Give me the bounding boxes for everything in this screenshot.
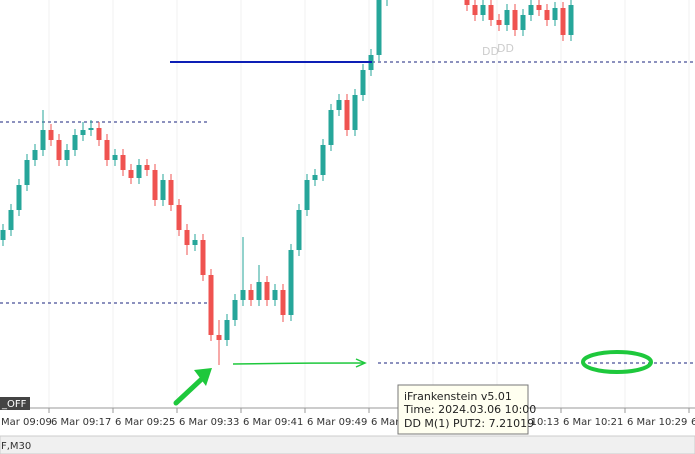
x-tick-label: 6 Mar 09:41 [243, 417, 303, 428]
candle-body [280, 290, 286, 315]
candle-body [568, 5, 574, 35]
tooltip-line: Time: 2024.03.06 10:00 [403, 403, 536, 416]
candle-body [248, 290, 254, 300]
candle-body [120, 155, 126, 170]
candle-body [288, 250, 294, 315]
candle-body [480, 5, 486, 15]
candle-body [48, 130, 54, 140]
candle-body [488, 5, 494, 20]
candle-body [152, 170, 158, 200]
candle-body [320, 145, 326, 175]
tooltip: iFrankenstein v5.01 Time: 2024.03.06 10:… [397, 384, 536, 435]
candle-body [24, 160, 30, 185]
candle-body [336, 100, 342, 110]
tooltip-line: DD M(1) PUT2: 7.21019 [404, 417, 534, 430]
x-axis-labels: Mar 09:09 6 Mar 09:17 6 Mar 09:25 6 Mar 09:… [1, 408, 695, 428]
badge: _OFF [1, 399, 27, 410]
annotation-arrow-head [194, 368, 212, 386]
candle-body [232, 300, 238, 320]
candles [0, 0, 574, 365]
x-tick-label: 6 Mar 09:17 [51, 417, 111, 428]
tooltip-line: iFrankenstein v5.01 [404, 390, 512, 403]
candle-body [536, 5, 542, 10]
candle-body [8, 210, 14, 230]
candle-body [264, 282, 270, 300]
candle-body [312, 175, 318, 180]
candle-body [328, 110, 334, 145]
candle-body [200, 240, 206, 275]
candle-body [224, 320, 230, 340]
candle-body [560, 8, 566, 35]
x-tick-label: 6 Mar 10:29 [627, 417, 687, 428]
candle-body [16, 185, 22, 210]
x-tick-label: 6 Mar 09:25 [115, 417, 175, 428]
candle-body [344, 100, 350, 130]
status-bar [0, 435, 695, 454]
candle-body [512, 10, 518, 30]
x-tick-label: 6 Mar 10:13 [499, 417, 559, 428]
candle-body [528, 5, 534, 15]
candle-body [304, 180, 310, 210]
status-text: F,M30 [1, 441, 31, 452]
candle-body [376, 0, 382, 55]
candle-body [360, 70, 366, 95]
candle-body [96, 128, 102, 140]
candle-body [136, 165, 142, 178]
candle-body [64, 150, 70, 160]
badge-bg [0, 397, 30, 410]
annotation-line [232, 362, 365, 365]
annotation-ellipse [581, 350, 653, 374]
candle-body [472, 5, 478, 15]
candle-body [296, 210, 302, 250]
tooltip-box [397, 384, 529, 435]
tag: DD [497, 42, 514, 55]
candle-body [184, 230, 190, 245]
candle-body [72, 135, 78, 150]
candle-body [464, 0, 470, 5]
candle-body [144, 165, 150, 170]
candle-body [104, 140, 110, 160]
candle-body [240, 290, 246, 300]
candle-body [272, 290, 278, 300]
candle-body [352, 95, 358, 130]
candle-body [192, 240, 198, 245]
candle-body [168, 180, 174, 205]
candle-body [56, 140, 62, 160]
annotation-arrow [173, 372, 209, 406]
x-tick-label: 6 Mar 09:49 [307, 417, 367, 428]
candle-body [112, 155, 118, 160]
candle-body [0, 230, 6, 240]
candle-body [128, 170, 134, 178]
candle-body [80, 130, 86, 135]
candle-body [256, 282, 262, 300]
tag: DD [482, 45, 499, 58]
candle-body [88, 128, 94, 130]
x-tick-label: Mar 09:09 [1, 417, 52, 428]
candle-body [32, 150, 38, 160]
candle-body [552, 8, 558, 20]
candle-body [208, 275, 214, 335]
x-tick-label: 6 Mar 09:33 [179, 417, 239, 428]
candle-body [504, 10, 510, 25]
x-tick-label: 6 Mar 1 [691, 417, 695, 428]
candle-body [40, 130, 46, 150]
candle-body [216, 335, 222, 340]
candle-body [176, 205, 182, 230]
candle-body [160, 180, 166, 200]
x-tick-label: 6 Mar 10:21 [563, 417, 623, 428]
annotation-line-head [355, 358, 367, 368]
candle-body [544, 10, 550, 20]
candle-body [520, 15, 526, 30]
candle-body [496, 20, 502, 25]
